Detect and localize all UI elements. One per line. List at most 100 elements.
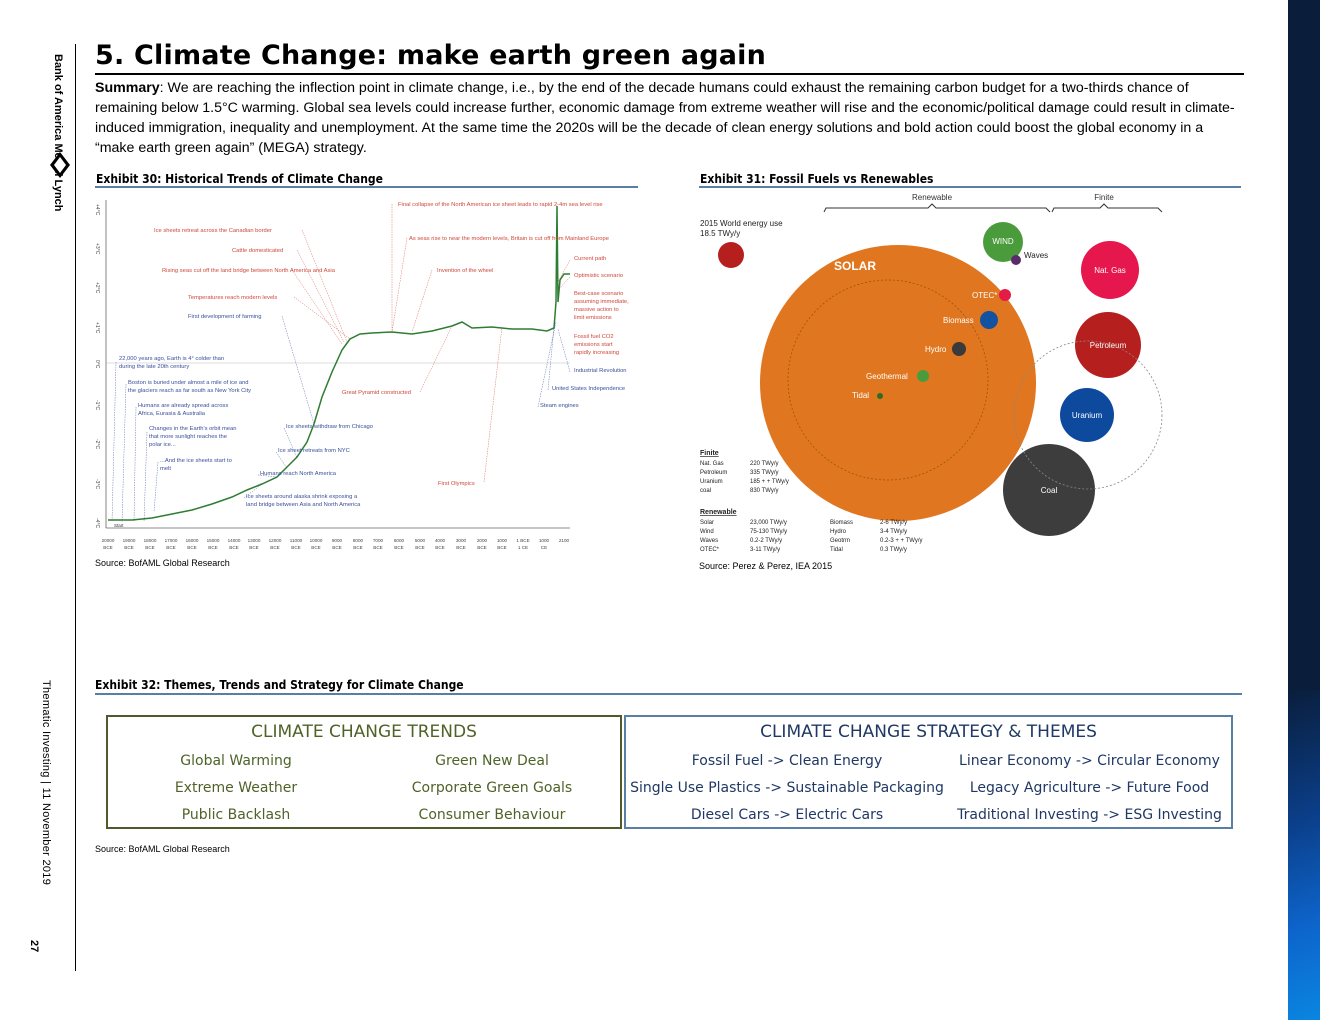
exhibit31-rule: [699, 186, 1241, 188]
petroleum-bubble: [1075, 312, 1141, 378]
geothermal-bubble: [917, 370, 929, 382]
exhibit30-title: Exhibit 30: Historical Trends of Climate…: [96, 172, 383, 186]
biomass-bubble: [980, 311, 998, 329]
geothermal-label: Geothermal: [866, 372, 908, 381]
svg-text:Waves: Waves: [700, 538, 718, 544]
energy-bubble-chart: Renewable Finite 2015 World energy use 18…: [700, 193, 1163, 553]
annotation: Optimistic scenario: [574, 273, 623, 279]
annotation: Changes in the Earth's orbit mean that mo…: [149, 426, 236, 448]
annotation: Humans reach North America: [260, 471, 337, 477]
renewable-label: Renewable: [912, 193, 953, 202]
waves-bubble: [1011, 255, 1021, 265]
y-tick: +2°C: [94, 282, 100, 294]
bank-logo: Bank of America Merrill Lynch: [36, 52, 72, 212]
petroleum-label: Petroleum: [1090, 341, 1127, 350]
annotation: United States Independence: [552, 386, 625, 392]
trend-item: Green New Deal: [435, 753, 549, 769]
x-tick: 13000 BCE: [248, 538, 261, 550]
annotation: First Olympics: [438, 481, 475, 487]
svg-text:185 + + TWy/y: 185 + + TWy/y: [750, 479, 789, 485]
x-tick: 5000 BCE: [415, 538, 426, 550]
waves-label: Waves: [1024, 251, 1048, 260]
annotation: As seas rise to near the modern levels, …: [409, 236, 609, 242]
x-tick: 8000 BCE: [353, 538, 364, 550]
x-tick: 15000 BCE: [207, 538, 220, 550]
x-tick: 4000 BCE: [435, 538, 446, 550]
renewable-table: Renewable Solar 23,000 TWy/y Biomass 2-6 TW…: [700, 509, 923, 553]
world-use-bubble: [718, 242, 744, 268]
summary-text: : We are reaching the inflection point i…: [95, 80, 1235, 156]
trend-item: Extreme Weather: [174, 780, 298, 796]
solar-label: SOLAR: [834, 259, 876, 273]
x-tick: 17000 BCE: [165, 538, 178, 550]
otec-bubble: [999, 289, 1011, 301]
wind-label: WIND: [992, 237, 1014, 246]
strategy-box: CLIMATE CHANGE STRATEGY & THEMES Fossil …: [624, 715, 1233, 829]
x-tick: 3000 BCE: [456, 538, 467, 550]
natgas-bubble: [1081, 241, 1139, 299]
natgas-label: Nat. Gas: [1094, 266, 1126, 275]
annotation: Invention of the wheel: [437, 268, 493, 274]
annotation: Great Pyramid constructed: [342, 390, 411, 396]
strategy-item: Legacy Agriculture -> Future Food: [969, 780, 1210, 796]
decorative-right-band: [1288, 0, 1320, 1020]
world-energy-label: 2015 World energy use 18.5 TWy/y: [700, 219, 783, 238]
svg-text:Solar: Solar: [700, 520, 714, 526]
uranium-label: Uranium: [1072, 411, 1103, 420]
annotation-fossil: Fossil fuel CO2 emissions start rapidly in…: [574, 334, 619, 356]
svg-text:Geotrm: Geotrm: [830, 538, 850, 544]
annotation: Temperatures reach modern levels: [188, 295, 277, 301]
y-tick: -1°C: [94, 400, 100, 410]
svg-text:220 TWy/y: 220 TWy/y: [750, 461, 779, 467]
x-tick: 18000 BCE: [144, 538, 157, 550]
x-tick: 19000 BCE: [123, 538, 136, 550]
exhibit31-title: Exhibit 31: Fossil Fuels vs Renewables: [700, 172, 934, 186]
annotation: Boston is buried under almost a mile of …: [128, 380, 251, 394]
svg-text:Tidal: Tidal: [830, 547, 843, 553]
svg-text:0.3 TWy/y: 0.3 TWy/y: [880, 547, 907, 553]
svg-text:OTEC*: OTEC*: [700, 547, 720, 553]
annotation: ...And the ice sheets start to melt: [160, 458, 232, 472]
x-tick: 9000 BCE: [332, 538, 343, 550]
y-tick: 0°C: [94, 360, 100, 369]
uranium-bubble: [1060, 388, 1114, 442]
hydro-bubble: [952, 342, 966, 356]
y-tick: +1°C: [94, 322, 100, 334]
svg-text:2-6 TWy/y: 2-6 TWy/y: [880, 520, 907, 526]
svg-text:23,000 TWy/y: 23,000 TWy/y: [750, 520, 787, 526]
tidal-label: Tidal: [852, 391, 869, 400]
exhibit30-rule: [95, 186, 638, 188]
strategy-item: Diesel Cars -> Electric Cars: [690, 807, 884, 823]
exhibit32-source: Source: BofAML Global Research: [95, 844, 230, 854]
x-tick: 20000 BCE: [102, 538, 115, 550]
x-tick: 10000 BCE: [310, 538, 323, 550]
svg-text:3-11 TWy/y: 3-11 TWy/y: [750, 547, 780, 553]
svg-text:Wind: Wind: [700, 529, 714, 535]
trend-item: Consumer Behaviour: [418, 807, 566, 823]
x-tick: 7000 BCE: [373, 538, 384, 550]
x-tick: 1 BCE 1 CE: [516, 538, 529, 550]
x-axis-ticks: 20000 BCE 19000 BCE 18000 BCE 17000 BCE 1600…: [102, 538, 570, 550]
annotation: Ice sheets withdraw from Chicago: [286, 424, 373, 430]
x-tick: 6000 BCE: [394, 538, 405, 550]
x-tick: 11000 BCE: [290, 538, 303, 550]
svg-text:Biomass: Biomass: [830, 520, 853, 526]
left-margin-rule: [75, 44, 76, 971]
annotation: Rising seas cut off the land bridge betw…: [162, 268, 336, 274]
trends-heading: CLIMATE CHANGE TRENDS: [251, 722, 477, 742]
svg-text:830 TWy/y: 830 TWy/y: [750, 488, 779, 494]
strategy-item: Linear Economy -> Circular Economy: [959, 753, 1220, 769]
strategy-item: Fossil Fuel -> Clean Energy: [691, 753, 883, 769]
y-tick: +3°C: [94, 243, 100, 255]
side-running-head: Thematic Investing | 11 November 2019: [40, 680, 52, 886]
annotation: Current path: [574, 256, 606, 262]
trends-box: CLIMATE CHANGE TRENDS Global Warming Gre…: [106, 715, 622, 829]
x-tick: 1000 BCE: [497, 538, 508, 550]
exhibit30-source: Source: BofAML Global Research: [95, 558, 230, 568]
annotation-best-case: Best-case scenario assuming immediate, mas…: [574, 291, 629, 321]
exhibit31-source: Source: Perez & Perez, IEA 2015: [699, 561, 833, 571]
svg-text:Uranium: Uranium: [700, 479, 723, 485]
annotation: Cattle domesticated: [232, 248, 283, 254]
exhibit32-title: Exhibit 32: Themes, Trends and Strategy …: [95, 678, 464, 692]
trend-item: Corporate Green Goals: [411, 780, 573, 796]
